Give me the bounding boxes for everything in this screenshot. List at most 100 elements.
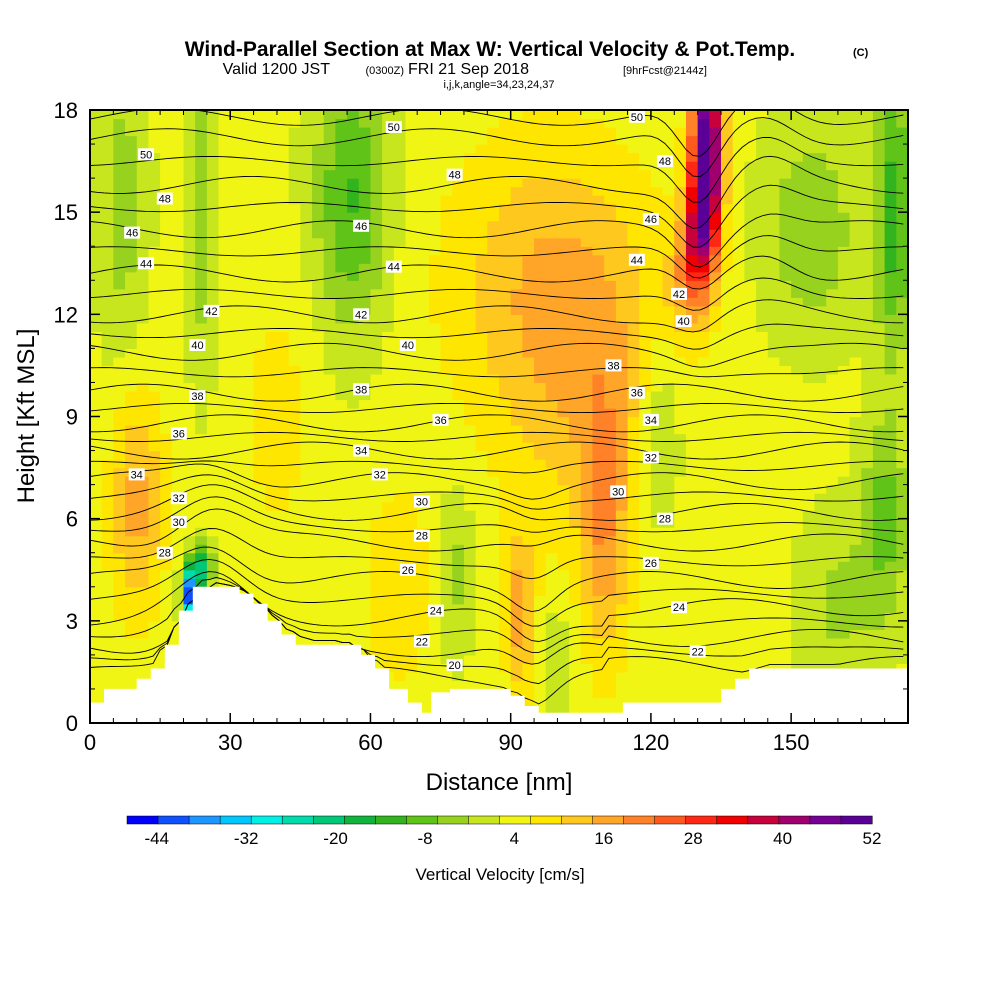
velocity-cell xyxy=(393,356,407,367)
velocity-cell xyxy=(522,169,535,179)
velocity-cell xyxy=(884,654,897,664)
velocity-cell xyxy=(300,493,313,503)
velocity-cell xyxy=(440,297,453,307)
velocity-cell xyxy=(709,178,722,188)
velocity-cell xyxy=(125,331,138,341)
velocity-cell xyxy=(592,544,605,554)
velocity-cell xyxy=(627,322,640,332)
velocity-cell xyxy=(767,305,781,315)
velocity-cell xyxy=(592,127,605,137)
velocity-cell xyxy=(382,586,395,596)
velocity-cell xyxy=(241,416,255,426)
velocity-cell xyxy=(569,527,582,537)
velocity-cell xyxy=(241,433,255,443)
velocity-cell xyxy=(463,578,477,588)
velocity-cell xyxy=(347,280,360,290)
velocity-cell xyxy=(335,169,348,179)
velocity-cell xyxy=(837,212,851,222)
velocity-cell xyxy=(545,671,559,682)
velocity-cell xyxy=(569,348,582,358)
velocity-cell xyxy=(440,484,453,494)
velocity-cell xyxy=(136,646,150,656)
velocity-cell xyxy=(814,110,827,120)
velocity-cell xyxy=(650,688,664,699)
velocity-cell xyxy=(160,271,173,281)
velocity-cell xyxy=(615,527,629,537)
velocity-cell xyxy=(650,314,664,324)
velocity-cell xyxy=(837,527,851,537)
velocity-cell xyxy=(475,373,488,384)
velocity-cell xyxy=(849,476,862,486)
velocity-cell xyxy=(814,595,827,605)
velocity-cell xyxy=(253,246,266,256)
velocity-cell xyxy=(136,535,150,545)
velocity-cell xyxy=(265,280,278,290)
velocity-cell xyxy=(674,680,687,690)
velocity-cell xyxy=(148,365,161,375)
velocity-cell xyxy=(627,365,640,375)
velocity-cell xyxy=(241,382,255,392)
velocity-cell xyxy=(148,322,161,332)
velocity-cell xyxy=(452,399,465,409)
velocity-cell xyxy=(370,510,383,520)
velocity-cell xyxy=(662,280,675,290)
velocity-cell xyxy=(569,169,582,179)
velocity-cell xyxy=(580,254,594,264)
velocity-cell xyxy=(148,586,161,596)
velocity-cell xyxy=(487,561,500,571)
velocity-cell xyxy=(452,603,465,613)
velocity-cell xyxy=(241,288,255,298)
velocity-cell xyxy=(685,450,699,460)
velocity-cell xyxy=(335,135,348,145)
velocity-cell xyxy=(779,144,792,154)
velocity-cell xyxy=(335,356,348,367)
velocity-cell xyxy=(393,203,407,213)
velocity-cell xyxy=(604,229,617,239)
velocity-cell xyxy=(791,476,804,486)
velocity-cell xyxy=(393,399,407,409)
velocity-cell xyxy=(557,433,570,443)
velocity-cell xyxy=(732,416,745,426)
velocity-cell xyxy=(814,118,827,128)
velocity-cell xyxy=(802,382,816,392)
velocity-cell xyxy=(744,476,757,486)
velocity-cell xyxy=(545,407,559,418)
velocity-cell xyxy=(241,527,255,537)
velocity-cell xyxy=(534,654,547,664)
velocity-cell xyxy=(206,186,220,196)
velocity-cell xyxy=(241,152,255,162)
velocity-cell xyxy=(230,305,243,315)
velocity-cell xyxy=(709,118,722,128)
velocity-cell xyxy=(370,459,383,469)
velocity-cell xyxy=(125,603,138,613)
velocity-cell xyxy=(195,288,208,298)
velocity-cell xyxy=(557,365,570,375)
velocity-cell xyxy=(627,663,640,673)
velocity-cell xyxy=(522,629,535,639)
velocity-cell xyxy=(335,544,348,554)
velocity-cell xyxy=(148,433,161,443)
velocity-cell xyxy=(452,501,465,511)
velocity-cell xyxy=(721,646,734,656)
velocity-cell xyxy=(744,637,757,647)
velocity-cell xyxy=(837,510,851,520)
velocity-cell xyxy=(814,654,827,664)
velocity-cell xyxy=(335,212,348,222)
velocity-cell xyxy=(276,510,290,520)
velocity-cell xyxy=(101,450,114,460)
velocity-cell xyxy=(230,203,243,213)
velocity-cell xyxy=(230,544,243,554)
velocity-cell xyxy=(767,178,781,188)
velocity-cell xyxy=(218,305,231,315)
velocity-cell xyxy=(872,339,886,349)
velocity-cell xyxy=(837,161,851,171)
velocity-cell xyxy=(417,433,430,443)
velocity-cell xyxy=(113,161,126,171)
velocity-cell xyxy=(896,561,908,571)
velocity-cell xyxy=(171,280,185,290)
velocity-cell xyxy=(510,484,523,494)
velocity-cell xyxy=(113,348,126,358)
velocity-cell xyxy=(627,603,640,613)
velocity-cell xyxy=(288,169,301,179)
velocity-cell xyxy=(627,688,640,699)
